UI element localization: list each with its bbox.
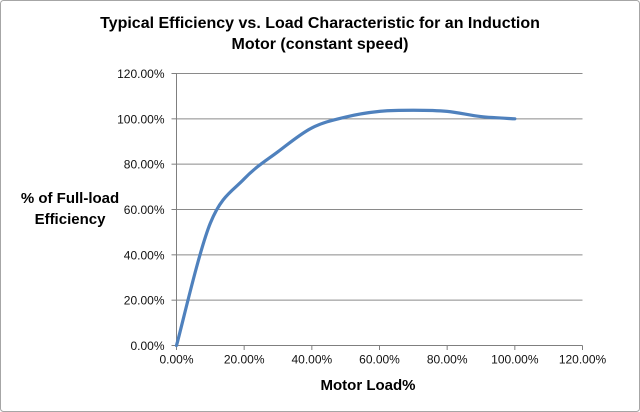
- chart-title-line-1: Typical Efficiency vs. Load Characterist…: [100, 15, 540, 32]
- x-tick-label: 60.00%: [359, 353, 400, 367]
- y-tick-label: 120.00%: [117, 67, 165, 81]
- x-tick-label: 100.00%: [491, 353, 539, 367]
- chart-title-line-2: Motor (constant speed): [232, 36, 409, 53]
- x-tick-label: 80.00%: [427, 353, 468, 367]
- y-tick-label: 0.00%: [130, 339, 164, 353]
- y-tick-label: 60.00%: [124, 203, 165, 217]
- y-axis-title: % of Full-load Efficiency: [21, 190, 119, 228]
- y-tick-label: 40.00%: [124, 248, 165, 262]
- y-axis-title-line-2: Efficiency: [35, 211, 107, 228]
- efficiency-curve: [174, 108, 517, 348]
- x-tick-label: 40.00%: [291, 353, 332, 367]
- x-axis-title: Motor Load%: [321, 377, 416, 394]
- chart-title: Typical Efficiency vs. Load Characterist…: [100, 15, 540, 53]
- y-tick-label: 80.00%: [124, 158, 165, 172]
- y-axis-tick-labels: 0.00% 20.00% 40.00% 60.00% 80.00% 100.00% 120.…: [117, 67, 165, 353]
- x-tick-label: 20.00%: [224, 353, 265, 367]
- y-tick-label: 100.00%: [117, 112, 165, 126]
- x-tick-label: 120.00%: [559, 353, 607, 367]
- y-tick-label: 20.00%: [124, 294, 165, 308]
- axes: [171, 73, 583, 350]
- y-axis-title-line-1: % of Full-load: [21, 190, 119, 207]
- x-tick-label: 0.00%: [159, 353, 193, 367]
- x-axis-tick-labels: 0.00% 20.00% 40.00% 60.00% 80.00% 100.00% 120.…: [159, 353, 606, 367]
